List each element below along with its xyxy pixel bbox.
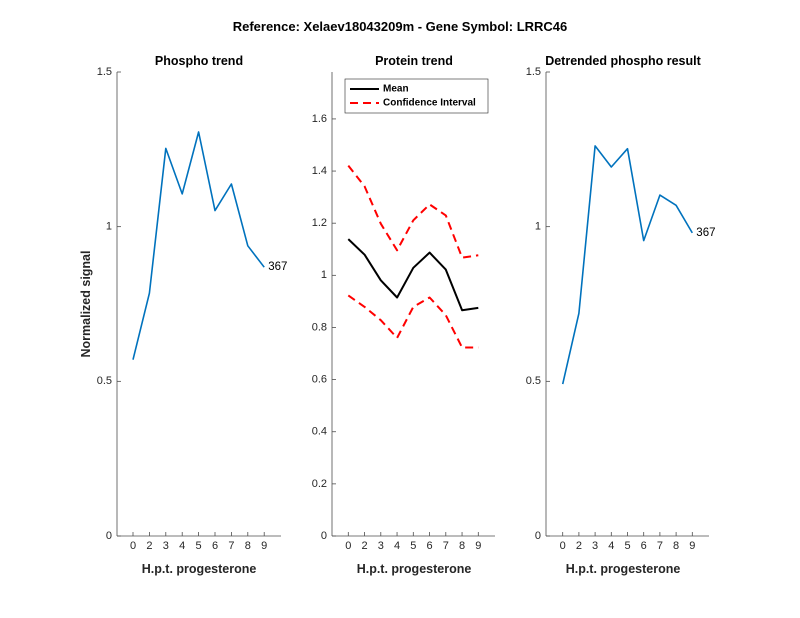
series-line-confidence-interval-upper [347,164,479,259]
y-tick-label: 1.5 [97,66,112,78]
series-end-label: 367 [268,261,287,273]
x-tick-label: 3 [378,540,384,552]
x-tick-label: 9 [689,540,695,552]
x-tick-label: 4 [394,540,400,552]
x-tick-label: 5 [410,540,416,552]
x-tick-label: 6 [641,540,647,552]
legend-mean-label: Mean [383,84,409,95]
y-axis-label: Normalized signal [79,251,93,358]
x-tick-label: 8 [459,540,465,552]
y-tick-label: 1 [106,221,112,233]
panel-title: Protein trend [375,54,453,68]
y-tick-label: 1 [321,269,327,281]
y-tick-label: 1.2 [312,217,327,229]
x-tick-label: 3 [163,540,169,552]
x-tick-label: 0 [130,540,136,552]
detrended-phospho-panel: Detrended phospho result H.p.t. progeste… [526,54,716,576]
x-tick-label: 4 [179,540,185,552]
x-tick-label: 9 [475,540,481,552]
series-line-confidence-interval-lower [347,294,479,349]
x-tick-label: 5 [196,540,202,552]
y-tick-label: 0 [535,530,541,542]
panel-title: Phospho trend [155,54,243,68]
y-tick-label: 0.5 [526,375,541,387]
x-tick-label: 0 [560,540,566,552]
x-axis-label: H.p.t. progesterone [566,562,681,576]
y-tick-label: 1.5 [526,66,541,78]
legend: Mean Confidence Interval [344,78,489,114]
x-axis-label: H.p.t. progesterone [142,562,257,576]
x-tick-label: 7 [657,540,663,552]
x-tick-label: 6 [426,540,432,552]
y-tick-label: 1.4 [312,165,327,177]
legend-ci-label: Confidence Interval [383,98,476,109]
series-line-367 [561,145,693,385]
x-tick-label: 7 [443,540,449,552]
series-line-367 [132,131,265,360]
y-tick-label: 0 [321,530,327,542]
x-tick-label: 5 [624,540,630,552]
y-tick-label: 0.8 [312,321,327,333]
series-line-mean [347,238,479,312]
y-tick-label: 0.4 [312,426,327,438]
x-tick-label: 6 [212,540,218,552]
y-tick-label: 0 [106,530,112,542]
y-tick-label: 0.6 [312,374,327,386]
x-tick-label: 3 [592,540,598,552]
x-axis-label: H.p.t. progesterone [357,562,472,576]
series-end-label: 367 [696,227,715,239]
x-tick-label: 2 [361,540,367,552]
legend-box [344,78,489,114]
figure-title: Reference: Xelaev18043209m - Gene Symbol… [233,19,568,34]
x-tick-label: 4 [608,540,614,552]
x-tick-label: 2 [576,540,582,552]
x-tick-label: 0 [345,540,351,552]
y-tick-label: 1 [535,221,541,233]
x-tick-label: 2 [146,540,152,552]
panel-title: Detrended phospho result [545,54,701,68]
x-tick-label: 7 [228,540,234,552]
x-tick-label: 8 [673,540,679,552]
x-tick-label: 9 [261,540,267,552]
x-tick-label: 8 [245,540,251,552]
y-tick-label: 0.2 [312,478,327,490]
y-tick-label: 1.6 [312,113,327,125]
protein-trend-panel: Protein trend H.p.t. progesterone Mean C… [312,54,495,576]
phospho-trend-panel: Phospho trend H.p.t. progesterone Normal… [79,54,287,576]
y-tick-label: 0.5 [97,375,112,387]
